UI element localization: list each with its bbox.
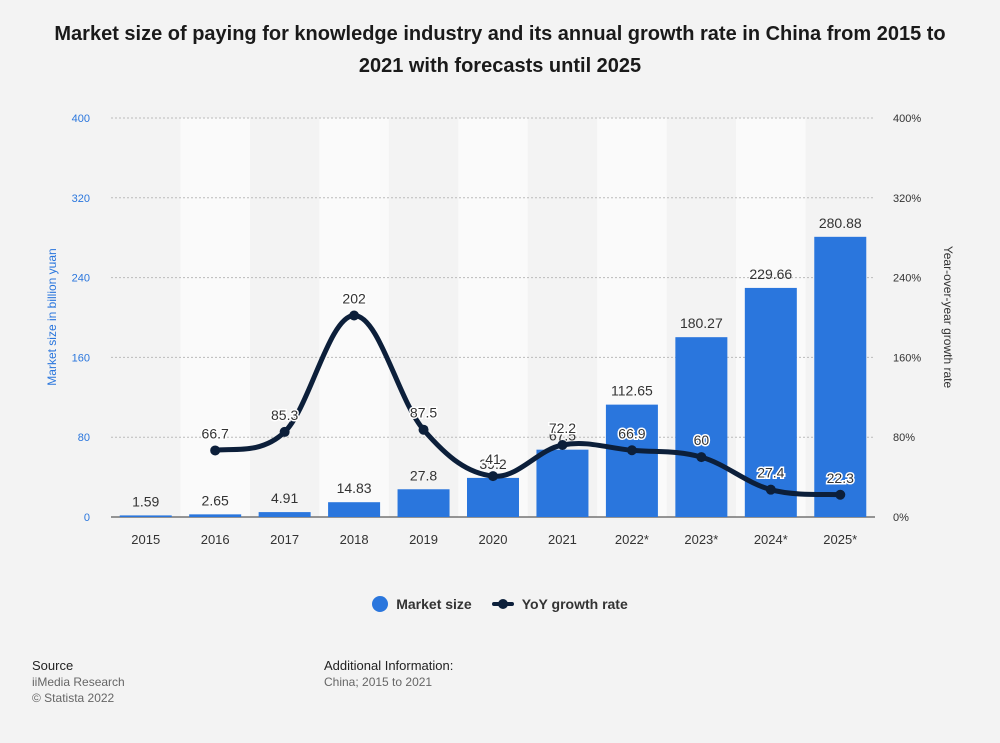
source-line-1: iiMedia Research (32, 675, 125, 689)
x-tick-label: 2023* (684, 532, 718, 547)
bars (119, 236, 867, 517)
growth-point (210, 445, 221, 456)
bar-value-label: 229.66 (749, 266, 792, 282)
bar (675, 337, 728, 517)
x-tick-label: 2021 (548, 532, 577, 547)
legend-bar-marker-icon (372, 596, 389, 612)
bar-value-label: 39.2 (479, 456, 506, 472)
bar (189, 514, 242, 517)
bar-value-label: 180.27 (680, 315, 723, 331)
x-tick-label: 2024* (754, 532, 788, 547)
additional-info-block: Additional Information: China; 2015 to 2… (324, 658, 453, 690)
bar (258, 512, 311, 517)
growth-value-label: 60 (694, 432, 710, 448)
bar (814, 236, 867, 517)
growth-value-label: 87.5 (410, 405, 437, 421)
y2-axis-title: Year-over-year growth rate (941, 246, 955, 389)
x-tick-label: 2022* (615, 532, 649, 547)
y2-tick-label: 0% (893, 512, 909, 524)
x-tick-label: 2020 (479, 532, 508, 547)
growth-point (626, 445, 637, 456)
growth-value-label: 22.3 (827, 470, 854, 486)
plot-band (458, 118, 528, 517)
bar (397, 489, 450, 517)
growth-point (835, 489, 846, 500)
bar-labels: 1.59 2.65 4.91 14.83 27.8 39.2 67.5 112.65 180.2… (132, 215, 862, 510)
growth-point (279, 426, 290, 437)
growth-point (349, 310, 360, 321)
bar-value-label: 2.65 (202, 492, 229, 508)
source-line-2: © Statista 2022 (32, 691, 115, 705)
x-tick-label: 2016 (201, 532, 230, 547)
y2-tick-label: 160% (893, 352, 921, 364)
bar (467, 477, 519, 517)
bar (119, 515, 172, 517)
bar-value-label: 14.83 (337, 480, 372, 496)
y2-tick-label: 400% (893, 113, 921, 125)
bar-value-label: 280.88 (819, 215, 862, 231)
source-heading: Source (32, 658, 74, 673)
bar-value-label: 1.59 (132, 493, 159, 509)
x-tick-label: 2019 (409, 532, 438, 547)
growth-value-label: 66.7 (202, 425, 229, 441)
growth-point (765, 484, 776, 495)
axes: 0 0% 80 80% 160 160% 240 240% 320 320% 400 400% Mark… (45, 113, 955, 547)
y-tick-label: 240 (72, 273, 90, 285)
bar-value-label: 4.91 (271, 490, 298, 506)
y2-tick-label: 80% (893, 432, 915, 444)
legend-market-size-label: Market size (396, 596, 472, 612)
bar (744, 287, 797, 517)
growth-value-label: 202 (342, 291, 366, 307)
x-tick-label: 2018 (340, 532, 369, 547)
y2-tick-label: 240% (893, 273, 921, 285)
growth-labels: 66.7 85.3 202 87.5 41 72.2 66.9 60 27.4 22.3 (200, 289, 856, 487)
x-tick-label: 2015 (131, 532, 160, 547)
growth-point (696, 452, 707, 463)
legend-line-marker-icon (491, 596, 514, 612)
legend-item-market-size[interactable]: Market size (372, 596, 472, 612)
y-tick-label: 0 (84, 512, 90, 524)
y2-tick-label: 320% (893, 193, 921, 205)
x-tick-label: 2017 (270, 532, 299, 547)
bar (605, 404, 658, 517)
bar-value-label: 67.5 (549, 428, 576, 444)
y-tick-label: 400 (72, 113, 90, 125)
bar (328, 502, 381, 517)
plot-band (180, 118, 250, 517)
growth-value-label: 85.3 (271, 407, 298, 423)
growth-point (488, 471, 498, 482)
bar (536, 449, 589, 517)
growth-point (557, 439, 568, 450)
y-tick-label: 160 (72, 352, 90, 364)
growth-point (418, 424, 429, 435)
growth-value-label: 66.9 (618, 425, 645, 441)
growth-value-label: 72.2 (549, 420, 576, 436)
growth-value-label: 41 (485, 451, 501, 467)
y-tick-label: 320 (72, 193, 90, 205)
growth-line (210, 310, 846, 500)
growth-value-label: 27.4 (757, 465, 784, 481)
y-axis-title: Market size in billion yuan (45, 248, 59, 385)
bar-value-label: 112.65 (611, 383, 653, 399)
additional-info-heading: Additional Information: (324, 658, 454, 673)
additional-info-line-1: China; 2015 to 2021 (324, 675, 433, 689)
bar-value-label: 27.8 (410, 467, 437, 483)
legend-growth-rate-label: YoY growth rate (521, 596, 628, 612)
y-tick-label: 80 (78, 432, 90, 444)
chart-title: Market size of paying for knowledge indu… (54, 23, 946, 77)
x-tick-label: 2025* (823, 532, 857, 547)
legend: Market size YoY growth rate (0, 596, 1000, 612)
source-block: Source iiMedia Research © Statista 2022 (32, 658, 125, 706)
legend-item-growth-rate[interactable]: YoY growth rate (491, 596, 628, 612)
